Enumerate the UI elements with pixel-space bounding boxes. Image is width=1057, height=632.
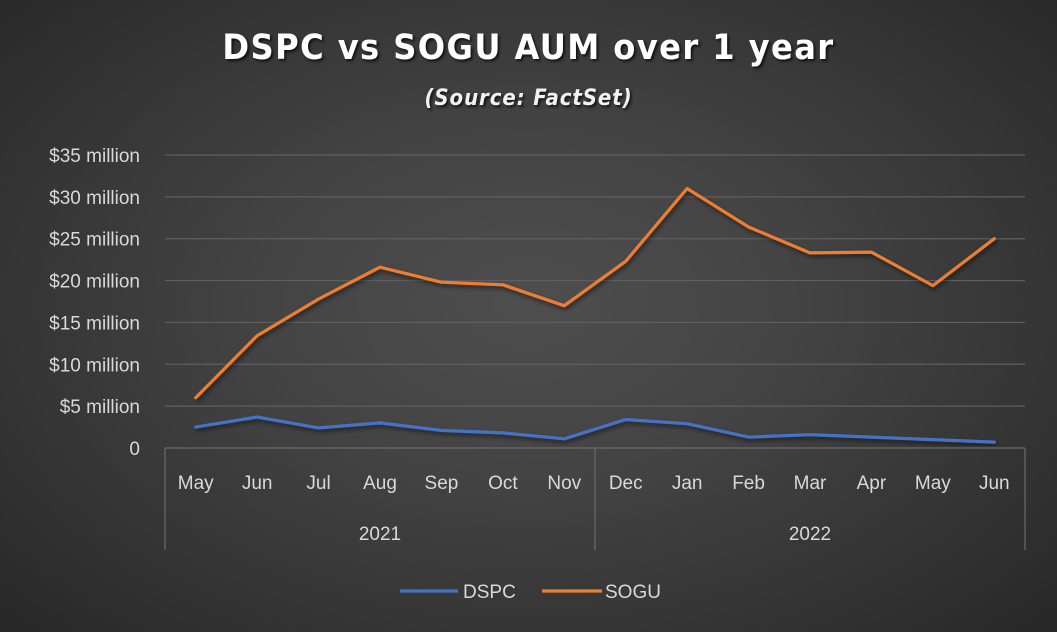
x-tick-label: Jan (672, 473, 703, 494)
x-group-label: 2022 (789, 524, 831, 545)
x-tick-label: Sep (425, 473, 459, 494)
y-tick-label: $15 million (49, 313, 140, 334)
x-tick-label: Apr (857, 473, 887, 494)
y-tick-label: $10 million (49, 355, 140, 376)
y-tick-label: $20 million (49, 272, 140, 293)
x-tick-label: Oct (488, 473, 518, 494)
x-tick-label: Jul (306, 473, 330, 494)
chart-subtitle: (Source: FactSet) (424, 86, 633, 111)
x-tick-label: May (915, 473, 951, 494)
x-tick-label: Jun (242, 473, 273, 494)
legend-label: DSPC (463, 582, 516, 603)
series-line-dspc (194, 415, 996, 444)
y-tick-label: $5 million (60, 397, 140, 418)
y-tick-label: $35 million (49, 146, 140, 167)
x-tick-label: Mar (794, 473, 827, 494)
legend-label: SOGU (605, 582, 661, 603)
x-tick-label: Aug (363, 473, 397, 494)
x-tick-label: Jun (979, 473, 1010, 494)
series-line-sogu (194, 186, 996, 400)
series-lines (194, 186, 996, 444)
chart-title: DSPC vs SOGU AUM over 1 year (222, 28, 835, 68)
y-tick-label: 0 (129, 439, 140, 460)
y-tick-label: $25 million (49, 230, 140, 251)
x-tick-label: Feb (732, 473, 765, 494)
y-tick-label: $30 million (49, 188, 140, 209)
gridlines (165, 154, 1025, 449)
legend-item-sogu[interactable]: SOGU (542, 582, 661, 603)
y-axis: 0 $5 million $10 million $15 million $20 mil… (49, 146, 140, 460)
x-tick-label: May (178, 473, 214, 494)
legend-item-dspc[interactable]: DSPC (400, 582, 516, 603)
legend: DSPC SOGU (400, 582, 661, 603)
x-group-label: 2021 (359, 524, 401, 545)
x-axis: May Jun Jul Aug Sep Oct Nov Dec Jan Feb Mar Apr May J… (164, 448, 1026, 550)
x-tick-label: Dec (609, 473, 643, 494)
x-tick-label: Nov (547, 473, 581, 494)
